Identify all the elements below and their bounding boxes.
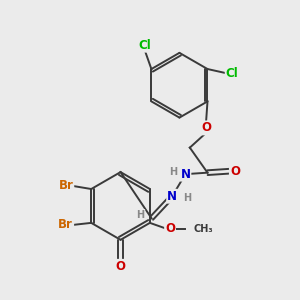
Text: H: H bbox=[169, 167, 177, 177]
Text: H: H bbox=[183, 193, 191, 203]
Text: O: O bbox=[230, 165, 240, 178]
Text: Br: Br bbox=[58, 179, 73, 192]
Text: Cl: Cl bbox=[226, 67, 238, 80]
Text: H: H bbox=[136, 210, 144, 220]
Text: O: O bbox=[201, 122, 211, 134]
Text: N: N bbox=[180, 168, 190, 181]
Text: N: N bbox=[167, 190, 177, 203]
Text: O: O bbox=[116, 260, 126, 273]
Text: CH₃: CH₃ bbox=[193, 224, 213, 234]
Text: Cl: Cl bbox=[138, 39, 151, 52]
Text: Br: Br bbox=[58, 218, 73, 232]
Text: O: O bbox=[165, 222, 175, 235]
